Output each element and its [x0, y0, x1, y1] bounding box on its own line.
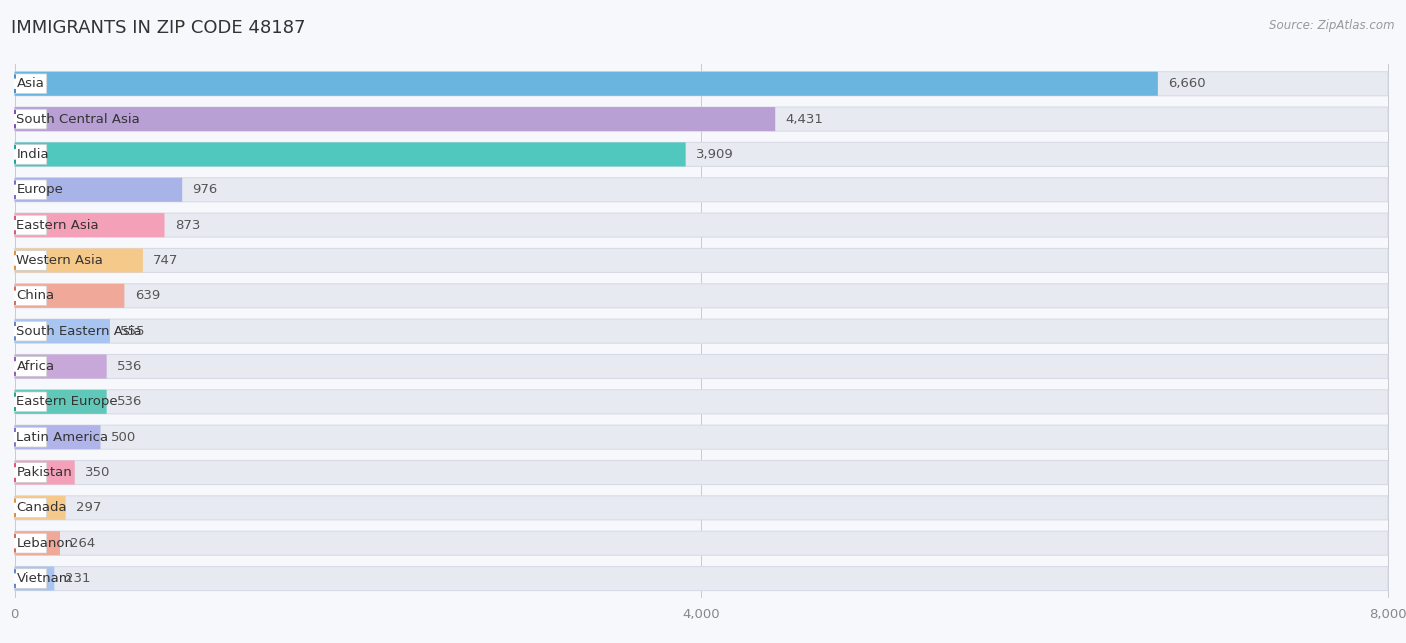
Text: South Eastern Asia: South Eastern Asia: [17, 325, 142, 338]
FancyBboxPatch shape: [14, 107, 775, 131]
FancyBboxPatch shape: [14, 284, 1388, 308]
Text: India: India: [17, 148, 49, 161]
Text: 536: 536: [117, 360, 142, 373]
FancyBboxPatch shape: [14, 390, 1388, 414]
Text: Europe: Europe: [17, 183, 63, 196]
Text: 4,431: 4,431: [786, 113, 824, 125]
FancyBboxPatch shape: [14, 177, 183, 202]
Text: 747: 747: [153, 254, 179, 267]
Text: 6,660: 6,660: [1168, 77, 1206, 90]
FancyBboxPatch shape: [14, 72, 1159, 96]
FancyBboxPatch shape: [15, 180, 46, 199]
Text: Source: ZipAtlas.com: Source: ZipAtlas.com: [1270, 19, 1395, 32]
Text: Eastern Asia: Eastern Asia: [17, 219, 98, 231]
FancyBboxPatch shape: [14, 354, 1388, 379]
FancyBboxPatch shape: [15, 463, 46, 482]
FancyBboxPatch shape: [14, 390, 107, 414]
FancyBboxPatch shape: [15, 286, 46, 305]
Text: 231: 231: [65, 572, 90, 585]
FancyBboxPatch shape: [14, 142, 1388, 167]
FancyBboxPatch shape: [15, 215, 46, 235]
FancyBboxPatch shape: [14, 107, 1388, 131]
FancyBboxPatch shape: [14, 72, 1388, 96]
Text: South Central Asia: South Central Asia: [17, 113, 141, 125]
Text: 639: 639: [135, 289, 160, 302]
Text: 536: 536: [117, 395, 142, 408]
Text: 555: 555: [121, 325, 146, 338]
Text: 976: 976: [193, 183, 218, 196]
FancyBboxPatch shape: [14, 531, 60, 555]
FancyBboxPatch shape: [15, 533, 46, 553]
Text: Canada: Canada: [17, 502, 67, 514]
FancyBboxPatch shape: [14, 496, 1388, 520]
Text: Asia: Asia: [17, 77, 45, 90]
FancyBboxPatch shape: [14, 213, 165, 237]
FancyBboxPatch shape: [15, 392, 46, 412]
FancyBboxPatch shape: [14, 248, 1388, 273]
Text: Western Asia: Western Asia: [17, 254, 104, 267]
Text: China: China: [17, 289, 55, 302]
FancyBboxPatch shape: [15, 428, 46, 447]
FancyBboxPatch shape: [15, 568, 46, 588]
FancyBboxPatch shape: [15, 251, 46, 270]
Text: 500: 500: [111, 431, 136, 444]
Text: Lebanon: Lebanon: [17, 537, 73, 550]
Text: 297: 297: [76, 502, 101, 514]
FancyBboxPatch shape: [15, 357, 46, 376]
FancyBboxPatch shape: [14, 284, 124, 308]
FancyBboxPatch shape: [15, 498, 46, 518]
FancyBboxPatch shape: [15, 109, 46, 129]
FancyBboxPatch shape: [14, 460, 1388, 485]
FancyBboxPatch shape: [15, 74, 46, 94]
FancyBboxPatch shape: [15, 322, 46, 341]
FancyBboxPatch shape: [14, 319, 1388, 343]
Text: 3,909: 3,909: [696, 148, 734, 161]
FancyBboxPatch shape: [15, 145, 46, 164]
Text: Vietnam: Vietnam: [17, 572, 72, 585]
Text: Pakistan: Pakistan: [17, 466, 72, 479]
FancyBboxPatch shape: [14, 248, 143, 273]
Text: Eastern Europe: Eastern Europe: [17, 395, 118, 408]
FancyBboxPatch shape: [14, 496, 66, 520]
FancyBboxPatch shape: [14, 425, 100, 449]
FancyBboxPatch shape: [14, 566, 1388, 590]
FancyBboxPatch shape: [14, 213, 1388, 237]
FancyBboxPatch shape: [14, 531, 1388, 555]
FancyBboxPatch shape: [14, 566, 55, 590]
Text: 873: 873: [174, 219, 200, 231]
Text: 350: 350: [84, 466, 111, 479]
Text: Africa: Africa: [17, 360, 55, 373]
FancyBboxPatch shape: [14, 460, 75, 485]
FancyBboxPatch shape: [14, 142, 686, 167]
FancyBboxPatch shape: [14, 319, 110, 343]
Text: IMMIGRANTS IN ZIP CODE 48187: IMMIGRANTS IN ZIP CODE 48187: [11, 19, 305, 37]
Text: 264: 264: [70, 537, 96, 550]
FancyBboxPatch shape: [14, 425, 1388, 449]
FancyBboxPatch shape: [14, 177, 1388, 202]
FancyBboxPatch shape: [14, 354, 107, 379]
Text: Latin America: Latin America: [17, 431, 108, 444]
